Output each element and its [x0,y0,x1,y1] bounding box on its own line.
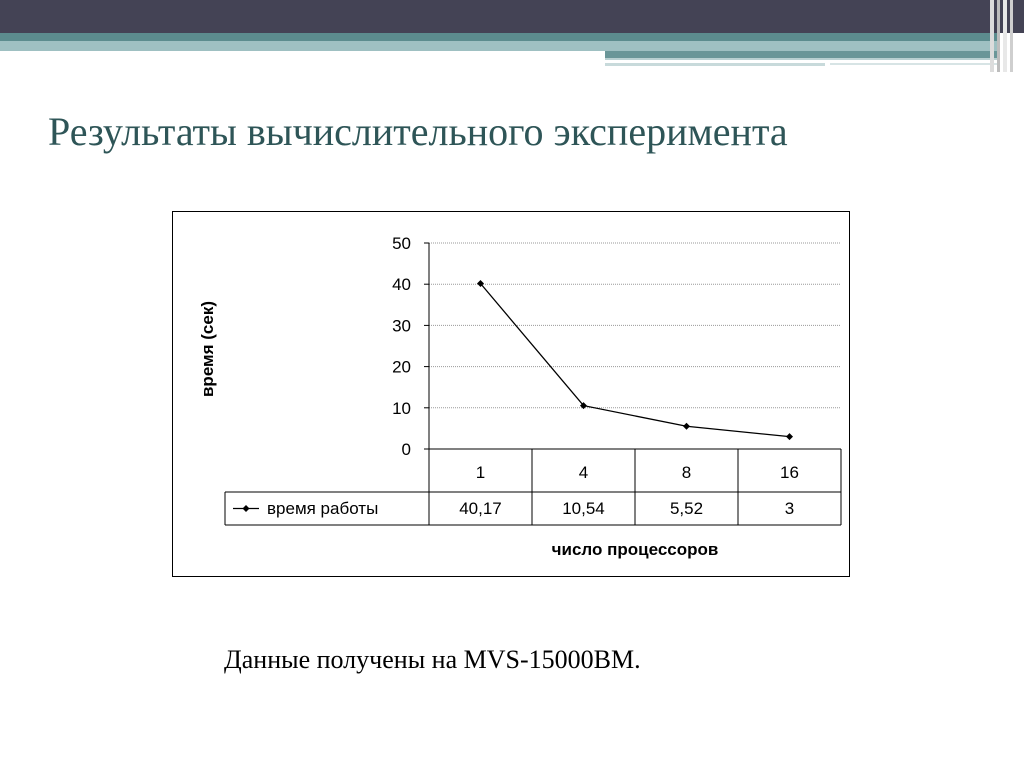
slide-accent-vertical [1010,0,1013,72]
slide-caption: Данные получены на MVS-15000BM. [224,645,641,674]
slide-top-bar [0,0,1024,33]
slide-accent-line [830,63,1000,65]
data-table-value: 40,17 [459,499,502,518]
y-axis-label: время (сек) [198,301,217,397]
line-chart: 0 10 20 30 40 50 1 4 8 16 время работы 40,17 10,54 5… [198,234,842,559]
x-axis-label: число процессоров [552,540,719,559]
y-tick-label: 30 [392,316,411,335]
x-tick-label: 16 [780,463,799,482]
legend-diamond-marker [242,505,250,512]
x-tick-label: 1 [476,463,485,482]
data-point [477,279,484,287]
series-line [480,283,790,438]
data-point [580,402,587,410]
y-tick-label: 20 [392,358,411,377]
data-table-value: 3 [785,499,794,518]
slide-accent-vertical [1003,0,1007,72]
slide-title: Результаты вычислительного эксперимента [48,109,788,154]
data-point [786,433,793,441]
legend-label: время работы [267,499,378,518]
x-tick-label: 8 [682,463,691,482]
data-table-value: 10,54 [562,499,605,518]
slide-accent-band [0,33,1000,41]
slide-accent-stripe [605,51,1000,58]
slide-accent-band-light [0,41,1000,51]
y-tick-label: 50 [392,234,411,253]
chart-frame: 0 10 20 30 40 50 1 4 8 16 время работы 40,17 10,54 5… [172,211,850,577]
slide-accent-line [605,58,1000,60]
data-table-value: 5,52 [670,499,703,518]
slide-accent-vertical [997,0,1000,72]
slide-accent-line [605,63,825,66]
slide-accent-vertical [990,0,994,72]
y-tick-label: 10 [392,399,411,418]
y-tick-label: 0 [402,440,411,459]
y-tick-label: 40 [392,275,411,294]
x-tick-label: 4 [579,463,588,482]
data-point [683,422,690,430]
